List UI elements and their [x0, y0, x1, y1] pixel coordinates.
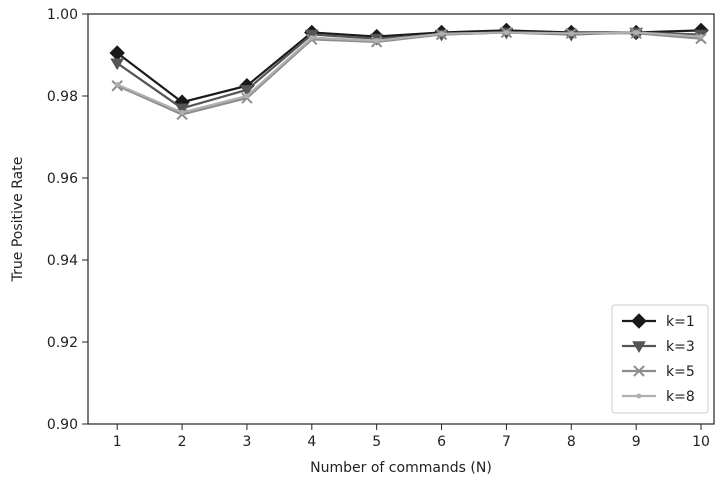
y-axis-label: True Positive Rate	[10, 157, 26, 283]
x-tick-label: 9	[632, 434, 641, 450]
legend-label: k=8	[666, 389, 695, 405]
series-line	[116, 29, 702, 104]
series-k5	[111, 26, 707, 121]
legend-marker	[631, 313, 647, 329]
legend-item: k=1	[622, 313, 695, 330]
y-tick-label: 0.98	[47, 89, 78, 105]
x-tick-label: 10	[692, 434, 710, 450]
x-tick-label: 7	[502, 434, 511, 450]
x-axis-label: Number of commands (N)	[310, 460, 492, 476]
data-point	[568, 31, 574, 37]
legend-label: k=1	[666, 314, 695, 330]
data-point	[240, 85, 254, 97]
y-tick-label: 0.94	[47, 253, 78, 269]
x-tick-label: 6	[437, 434, 446, 450]
legend: k=1 k=3 k=5 k=8	[611, 304, 709, 414]
legend-marker	[633, 365, 645, 377]
y-tick-label: 1.00	[47, 7, 78, 23]
legend-marker	[636, 393, 642, 399]
data-point	[503, 29, 509, 35]
data-point	[110, 58, 125, 71]
legend-item: k=8	[622, 389, 695, 405]
legend-item: k=5	[622, 364, 695, 380]
x-tick-label: 2	[178, 434, 187, 450]
x-tick-label: 3	[242, 434, 251, 450]
data-point	[244, 93, 250, 99]
data-point	[374, 38, 380, 44]
y-tick-label: 0.96	[47, 171, 78, 187]
legend-label: k=5	[666, 364, 695, 380]
x-tick-label: 1	[113, 434, 122, 450]
x-tick-label: 5	[372, 434, 381, 450]
series-line	[116, 31, 702, 114]
x-tick-label: 8	[567, 434, 576, 450]
x-tick-label: 4	[307, 434, 316, 450]
series-layer	[109, 22, 709, 121]
data-point	[698, 34, 704, 40]
data-point	[175, 103, 189, 116]
legend-item: k=3	[622, 339, 695, 355]
data-point	[309, 35, 315, 41]
data-point	[114, 82, 120, 88]
data-point	[179, 109, 185, 115]
y-tick-label: 0.90	[47, 417, 78, 433]
plot-frame	[87, 13, 715, 425]
data-point	[439, 31, 445, 37]
data-point	[633, 29, 639, 35]
legend-box	[611, 304, 709, 414]
series-k3	[110, 27, 708, 116]
series-k8	[114, 29, 704, 115]
axes: 0.90 0.92 0.94 0.96 0.98 1.00 1 2 3 4 5 6 7 8 9 10	[47, 7, 715, 450]
legend-label: k=3	[666, 339, 695, 355]
legend-marker	[632, 341, 646, 353]
y-tick-label: 0.92	[47, 335, 78, 351]
